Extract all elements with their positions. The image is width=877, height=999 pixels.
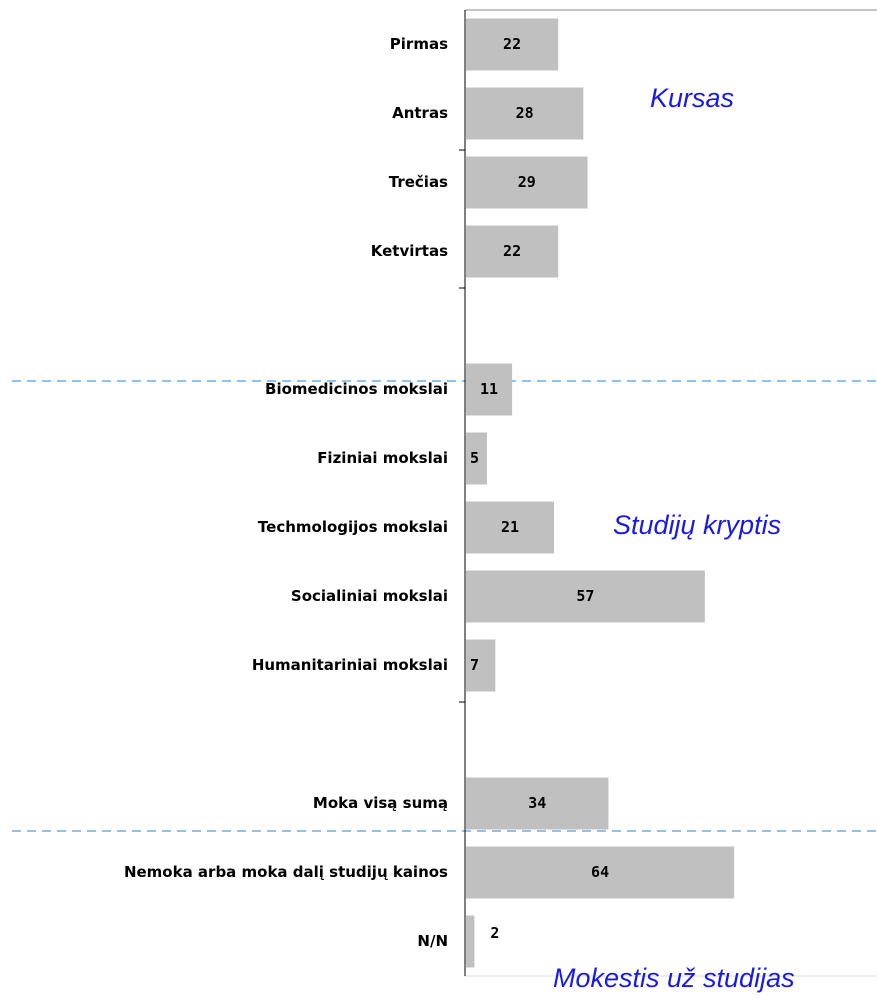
category-label: Antras — [392, 104, 448, 122]
bar — [466, 570, 705, 623]
category-label: N/N — [417, 932, 448, 950]
value-label: 22 — [503, 35, 521, 53]
value-label: 22 — [503, 242, 521, 260]
bar — [466, 87, 584, 140]
value-label: 11 — [480, 380, 498, 398]
category-label: Fiziniai mokslai — [317, 449, 448, 467]
bar — [466, 225, 559, 278]
value-label: 2 — [490, 924, 499, 942]
bar — [466, 846, 735, 899]
annotation: Mokestis už studijas — [553, 963, 795, 993]
category-label: Nemoka arba moka dalį studijų kainos — [124, 863, 448, 881]
value-label: 57 — [576, 587, 594, 605]
value-label: 29 — [518, 173, 536, 191]
value-label: 5 — [470, 449, 479, 467]
category-label: Socialiniai mokslai — [291, 587, 448, 605]
category-label: Ketvirtas — [371, 242, 448, 260]
category-label: Biomedicinos mokslai — [265, 380, 448, 398]
value-label: 64 — [591, 863, 609, 881]
bar — [466, 639, 496, 692]
bar — [466, 363, 513, 416]
bar — [466, 156, 588, 209]
value-label: 28 — [516, 104, 534, 122]
annotation: Studijų kryptis — [613, 510, 781, 540]
category-label: Pirmas — [390, 35, 448, 53]
value-label: 34 — [528, 794, 546, 812]
value-label: 7 — [470, 656, 479, 674]
axis-ticks — [459, 149, 465, 703]
bar — [466, 777, 609, 830]
annotation: Kursas — [650, 83, 734, 113]
category-label: Techmologijos mokslai — [258, 518, 448, 536]
category-label: Trečias — [389, 173, 448, 191]
bar — [466, 432, 487, 485]
bar — [466, 915, 475, 968]
bar — [466, 501, 554, 554]
bar — [466, 18, 559, 71]
category-label: Humanitariniai mokslai — [252, 656, 448, 674]
value-label: 21 — [501, 518, 519, 536]
category-label: Moka visą sumą — [313, 794, 448, 812]
